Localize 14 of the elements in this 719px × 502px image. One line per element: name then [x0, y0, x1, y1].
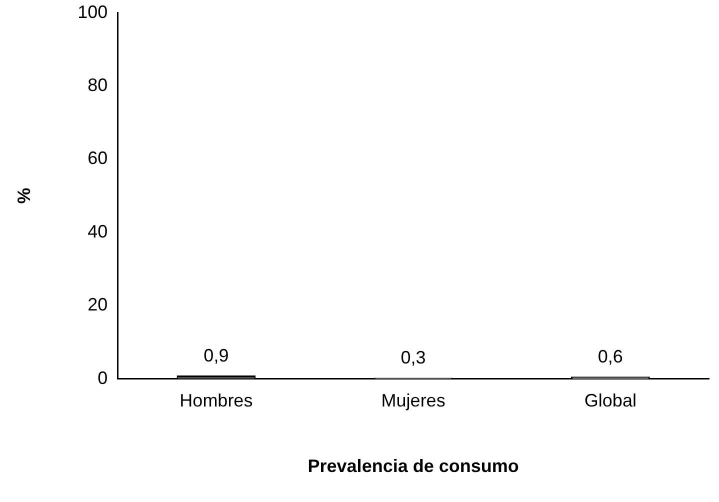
x-tick-label: Mujeres — [381, 390, 446, 411]
y-tick-label: 0 — [98, 368, 108, 388]
x-tick-label: Global — [584, 390, 636, 411]
x-axis-title: Prevalencia de consumo — [308, 456, 519, 476]
data-label: 0,3 — [400, 348, 426, 368]
y-tick-label: 40 — [88, 221, 108, 242]
y-tick-label: 60 — [88, 148, 108, 168]
x-tick-label: Hombres — [180, 390, 253, 411]
y-tick-label: 80 — [88, 74, 108, 95]
y-axis-title: % — [14, 188, 34, 204]
data-label: 0,6 — [598, 346, 623, 367]
data-label: 0,9 — [204, 345, 229, 366]
y-tick-label: 100 — [78, 2, 108, 22]
y-tick-label: 20 — [88, 294, 108, 315]
